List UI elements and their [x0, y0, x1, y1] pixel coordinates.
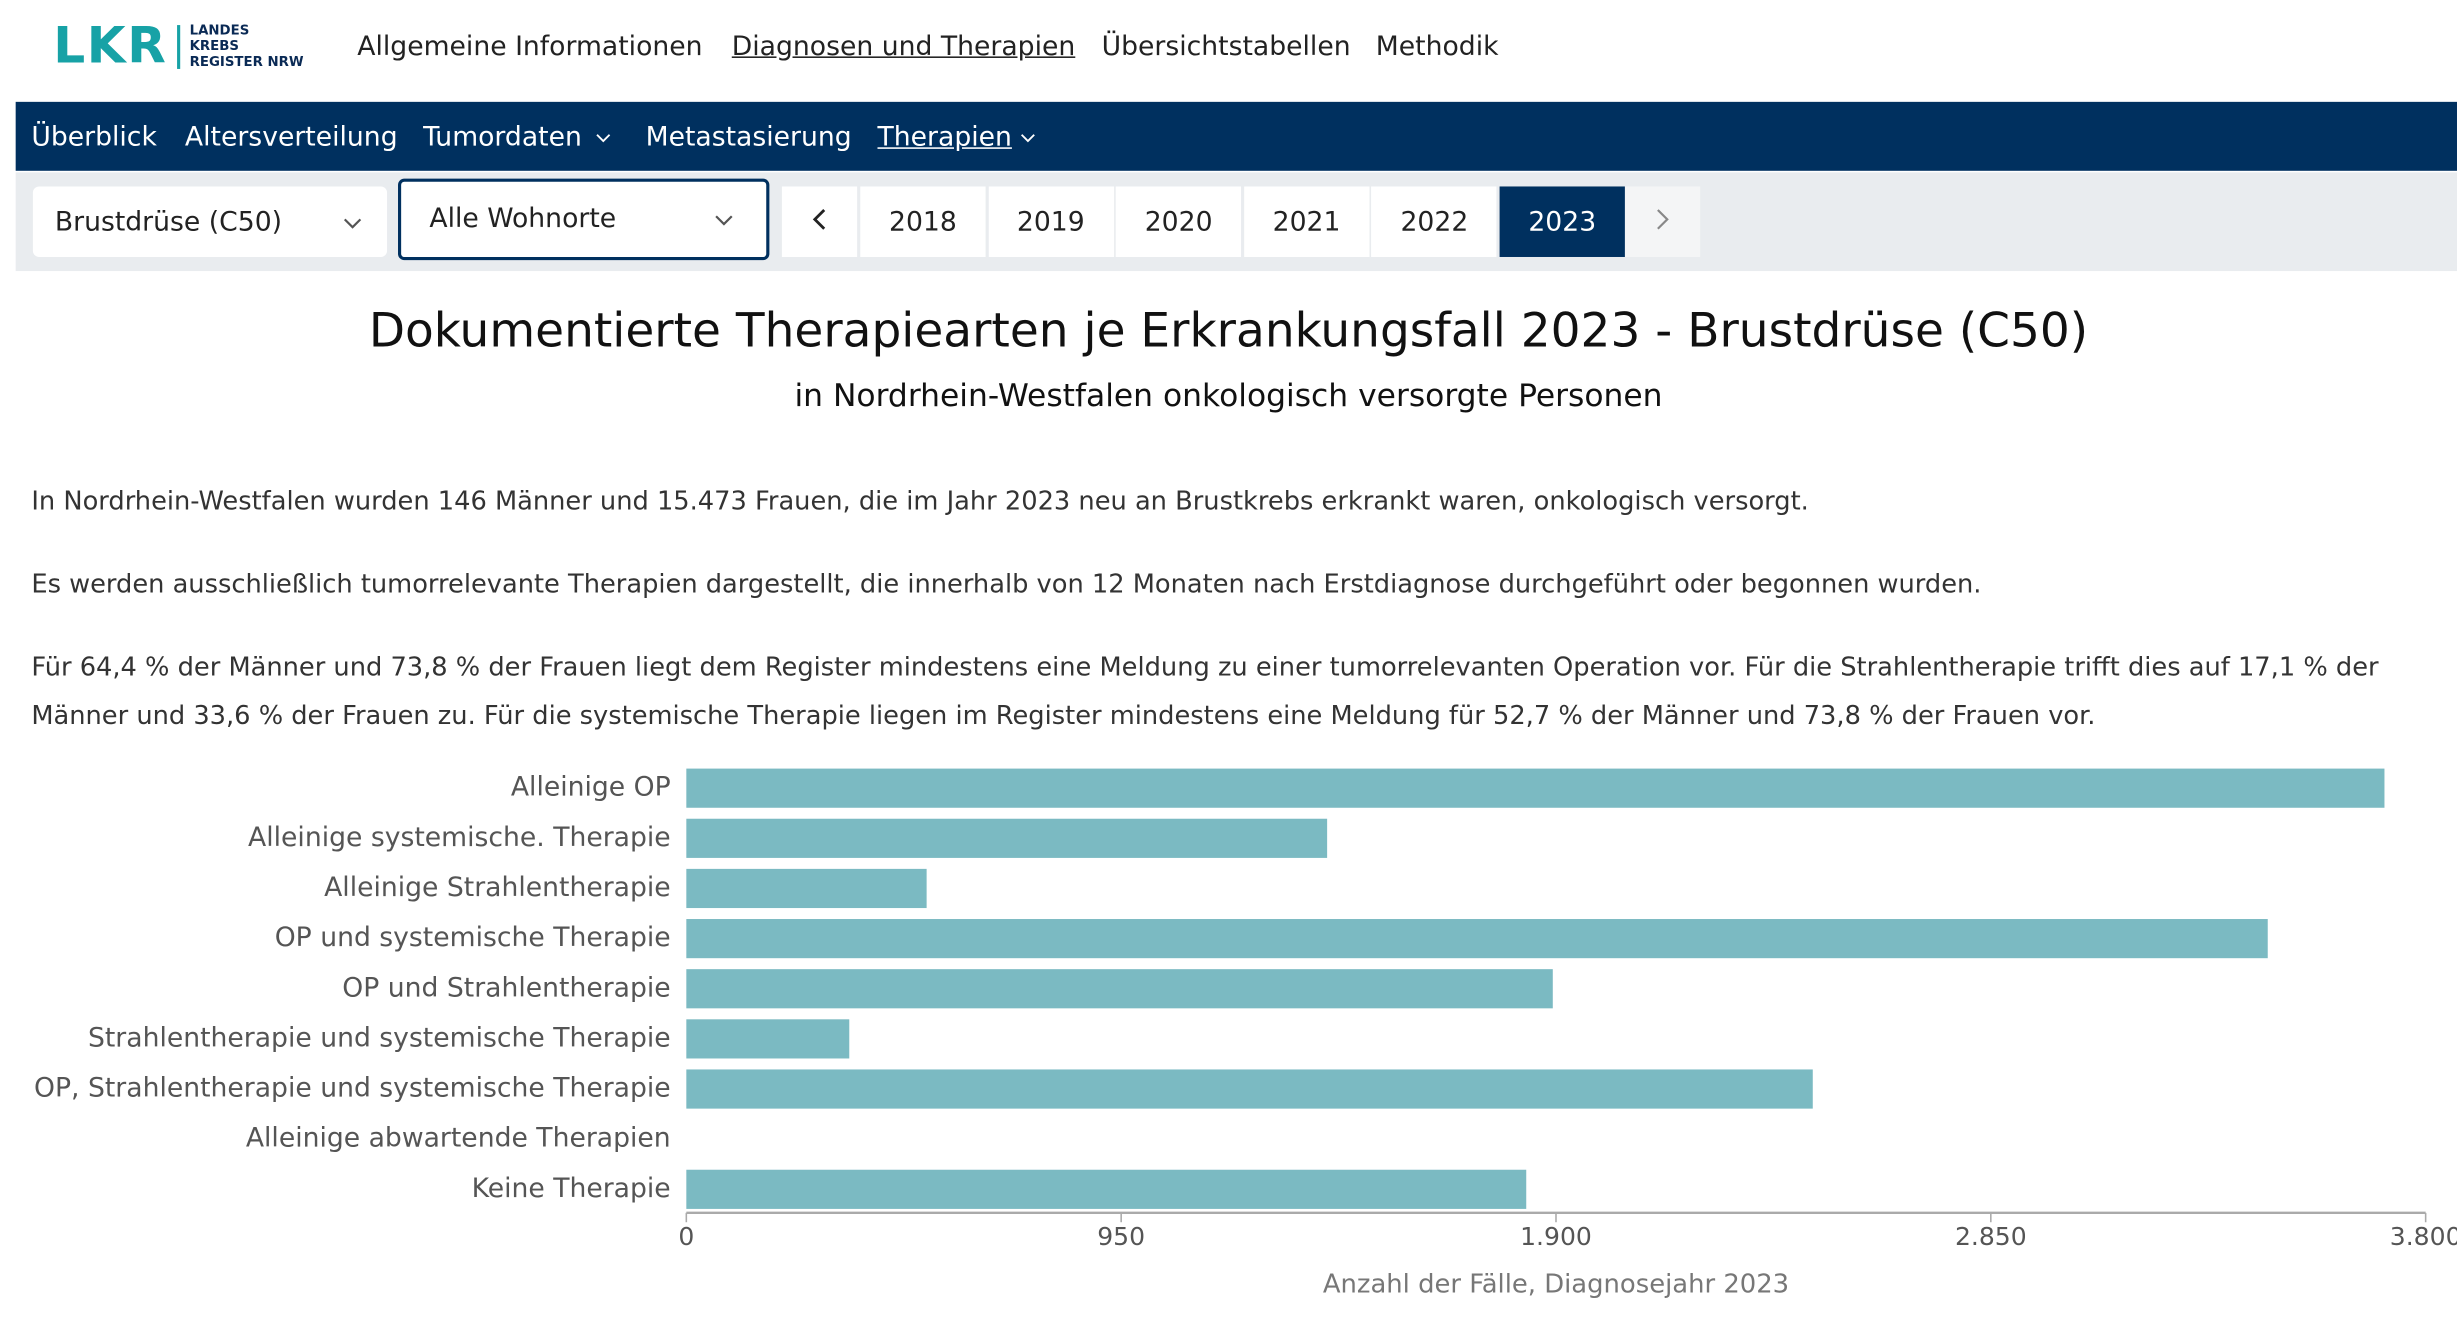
year-button[interactable]: 2021: [1243, 186, 1370, 257]
year-button[interactable]: 2019: [988, 186, 1114, 257]
x-tick-label: 1.900: [1520, 1222, 1592, 1251]
dropdown-icon: [343, 218, 362, 229]
paragraph: Es werden ausschließlich tumorrelevante …: [31, 568, 1982, 599]
category-label: OP und systemische Therapie: [275, 922, 671, 953]
category-label: OP, Strahlentherapie und systemische The…: [34, 1073, 671, 1104]
category-label: Alleinige OP: [511, 772, 671, 803]
bar: [686, 1169, 1527, 1209]
year-prev[interactable]: [781, 186, 858, 257]
prev-icon: [812, 208, 826, 230]
dropdown-icon: [596, 134, 611, 143]
year-button[interactable]: 2022: [1371, 186, 1498, 257]
category-label: OP und Strahlentherapie: [342, 972, 670, 1003]
nav-link[interactable]: Übersichtstabellen: [1101, 31, 1351, 63]
nav-link[interactable]: Allgemeine Informationen: [357, 31, 703, 63]
dropdown-icon: [715, 215, 733, 226]
year-button-active[interactable]: 2023: [1499, 186, 1625, 257]
category-label: Strahlentherapie und systemische Therapi…: [88, 1022, 671, 1053]
bar: [686, 818, 1328, 858]
year-button[interactable]: 2018: [860, 186, 986, 257]
paragraph: In Nordrhein-Westfalen wurden 146 Männer…: [31, 485, 1809, 516]
bar: [686, 1069, 1813, 1109]
x-tick-label: 0: [678, 1222, 694, 1251]
x-tick-label: 950: [1097, 1222, 1145, 1251]
x-tick-label: 3.800: [2390, 1222, 2457, 1251]
category-label: Alleinige systemische. Therapie: [248, 822, 671, 853]
filter-bar: Brustdrüse (C50) Alle Wohnorte 2018 2019 2…: [15, 172, 2457, 272]
cancer-select[interactable]: Brustdrüse (C50): [32, 186, 388, 257]
sub-nav-link[interactable]: Metastasierung: [645, 122, 852, 154]
x-axis-title: Anzahl der Fälle, Diagnosejahr 2023: [1323, 1269, 1789, 1299]
sub-nav-link[interactable]: Überblick: [31, 122, 157, 154]
logo-line: REGISTER NRW: [189, 54, 304, 71]
category-label: Alleinige abwartende Therapien: [246, 1123, 671, 1154]
x-tick-label: 2.850: [1955, 1222, 2027, 1251]
sub-nav-link[interactable]: Tumordaten: [423, 122, 582, 154]
region-select[interactable]: Alle Wohnorte: [398, 178, 770, 261]
bar: [686, 969, 1553, 1009]
bar: [686, 1019, 850, 1059]
paragraph: Für 64,4 % der Männer und 73,8 % der Fra…: [31, 651, 2379, 731]
sub-nav-link-active[interactable]: Therapien: [877, 122, 1012, 154]
logo-divider: [177, 25, 181, 69]
chart: Alleinige OP Alleinige systemische. Thera…: [34, 768, 2457, 1299]
year-next[interactable]: [1624, 186, 1701, 257]
bar: [686, 768, 2385, 808]
next-icon: [1657, 209, 1669, 230]
category-label: Keine Therapie: [472, 1173, 671, 1204]
nav-link-active[interactable]: Diagnosen und Therapien: [731, 31, 1076, 63]
category-label: Alleinige Strahlentherapie: [324, 872, 671, 903]
select-text: Brustdrüse (C50): [54, 206, 283, 239]
bar: [686, 919, 2268, 959]
page-subtitle: in Nordrhein-Westfalen onkologisch verso…: [794, 376, 1663, 414]
logo-mark[interactable]: LKR: [53, 15, 168, 76]
nav-link[interactable]: Methodik: [1375, 31, 1499, 63]
logo-line: KREBS: [189, 39, 240, 55]
year-button[interactable]: 2020: [1115, 186, 1242, 257]
sub-nav-link[interactable]: Altersverteilung: [184, 122, 398, 154]
sub-nav: Überblick Altersverteilung Tumordaten Me…: [15, 101, 2457, 171]
logo-line: LANDES: [189, 23, 250, 40]
bar: [686, 868, 927, 909]
logo-text: LANDES KREBS REGISTER NRW: [190, 24, 304, 71]
select-text: Alle Wohnorte: [429, 203, 617, 236]
dropdown-icon: [1020, 134, 1035, 143]
page-title: Dokumentierte Therapiearten je Erkrankun…: [368, 303, 2089, 359]
